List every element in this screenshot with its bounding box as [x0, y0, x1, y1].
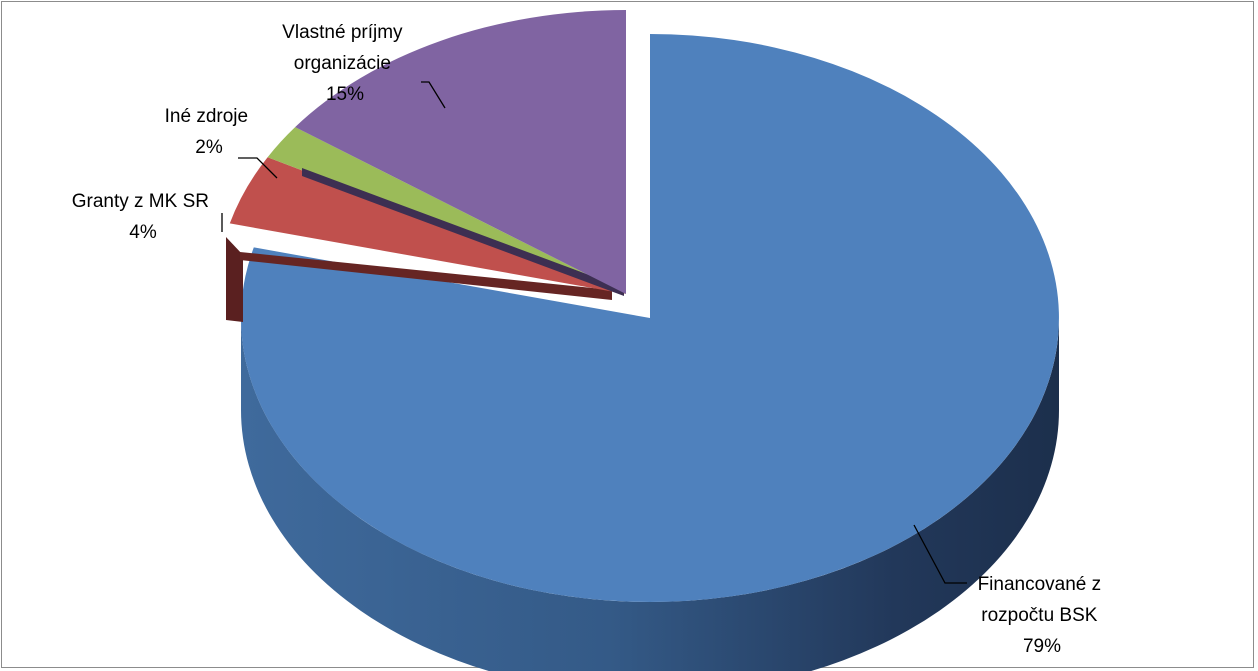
leader-line-vlastne [421, 81, 446, 109]
slice-ine-zdroje [267, 127, 626, 294]
slice-side-granty [226, 237, 243, 322]
data-label-vlastne: Vlastné príjmy organizácie 15% [282, 22, 408, 105]
data-label-granty: Granty z MK SR 4% [72, 191, 215, 243]
data-label-ine-zdroje: Iné zdroje 2% [165, 106, 254, 158]
data-label-financovane: Financované z rozpočtu BSK 79% [978, 574, 1107, 657]
leader-line-financovane [913, 524, 967, 584]
leader-line-ine-zdroje [238, 157, 278, 179]
slice-side-financovane [241, 318, 1059, 671]
slice-financovane [240, 34, 1059, 602]
slice-side-granty-front [240, 252, 612, 300]
slice-side-vlastne [302, 168, 624, 296]
slice-vlastne-prijmy [295, 10, 626, 294]
